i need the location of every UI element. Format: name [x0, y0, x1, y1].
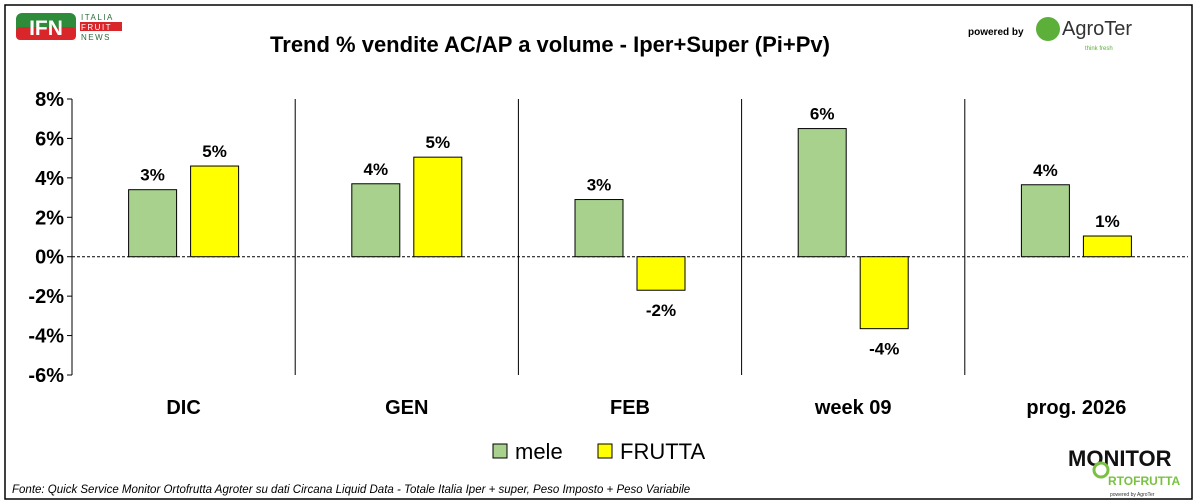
x-tick-label: prog. 2026 — [1026, 397, 1126, 419]
bar-frutta — [859, 256, 909, 330]
legend-label-mele: mele — [515, 439, 563, 464]
legend-swatch-mele — [492, 443, 508, 459]
x-tick-label: GEN — [385, 397, 428, 419]
source-footnote: Fonte: Quick Service Monitor Ortofrutta … — [12, 484, 690, 496]
data-label: 4% — [1033, 161, 1058, 180]
bar-frutta — [413, 156, 463, 258]
bar-mele — [351, 183, 401, 258]
bar-frutta — [190, 165, 240, 258]
ifn-logo: IFN ITALIA FRUIT NEWS — [16, 13, 122, 42]
y-tick-label: 2% — [35, 207, 64, 229]
y-tick-label: -6% — [28, 365, 64, 387]
ifn-line2: FRUIT — [81, 23, 112, 32]
monitor-line2: RTOFRUTTA — [1108, 474, 1181, 488]
data-label: 4% — [364, 160, 389, 179]
legend: mele FRUTTA — [492, 439, 705, 464]
data-label: 3% — [587, 176, 612, 195]
data-label: 3% — [140, 166, 165, 185]
powered-by-label: powered by — [968, 27, 1024, 38]
agroter-tagline: think fresh — [1085, 46, 1113, 52]
bar-frutta — [1082, 235, 1132, 258]
bar-mele — [1020, 184, 1070, 258]
x-tick-label: DIC — [166, 397, 200, 419]
data-label: 5% — [426, 133, 451, 152]
x-tick-label: week 09 — [814, 397, 892, 419]
ifn-mark: IFN — [29, 17, 63, 40]
monitor-line1: MONITOR — [1068, 446, 1172, 471]
legend-swatch-frutta — [597, 443, 613, 459]
bar-mele — [797, 128, 847, 258]
data-label: 1% — [1095, 212, 1120, 231]
ifn-line1: ITALIA — [81, 13, 114, 22]
legend-label-frutta: FRUTTA — [620, 439, 705, 464]
data-label: 6% — [810, 105, 835, 124]
monitor-ortofrutta-logo: MONITOR RTOFRUTTA powered by AgroTer — [1068, 446, 1181, 498]
bar-frutta — [636, 256, 686, 291]
y-tick-label: 8% — [35, 89, 64, 111]
chart-title: Trend % vendite AC/AP a volume - Iper+Su… — [270, 32, 830, 57]
bar-mele — [574, 199, 624, 258]
data-label: -2% — [646, 301, 676, 320]
bar-mele — [128, 189, 178, 258]
data-label: 5% — [202, 142, 227, 161]
y-tick-label: 6% — [35, 128, 64, 150]
y-tick-label: -2% — [28, 286, 64, 308]
y-tick-label: 4% — [35, 168, 64, 190]
data-label: -4% — [869, 340, 899, 359]
monitor-tagline: powered by AgroTer — [1110, 492, 1155, 498]
y-tick-label: 0% — [35, 247, 64, 269]
y-tick-label: -4% — [28, 326, 64, 348]
agroter-name: AgroTer — [1062, 18, 1132, 40]
x-tick-label: FEB — [610, 397, 650, 419]
ifn-line3: NEWS — [81, 33, 111, 42]
agroter-logo: AgroTer think fresh — [1036, 17, 1132, 52]
